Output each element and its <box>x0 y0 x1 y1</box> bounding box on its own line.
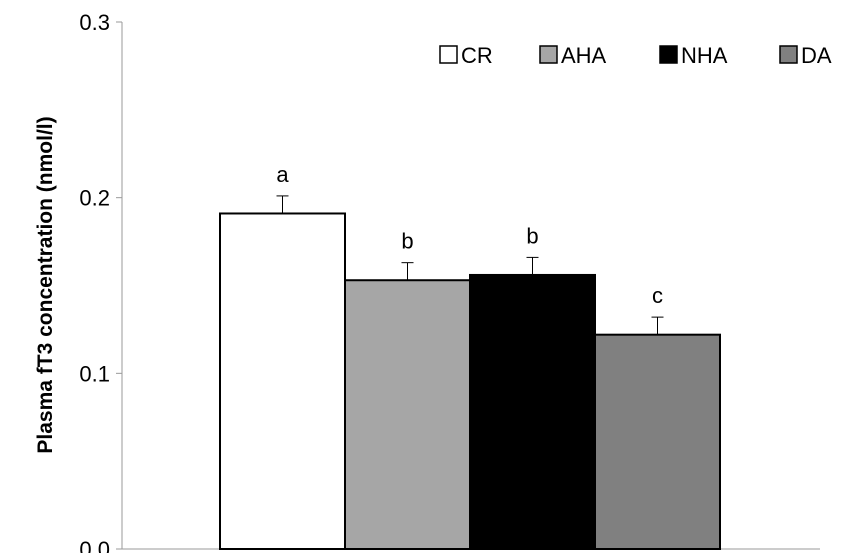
legend-swatch-cr <box>439 45 458 64</box>
bar-cr <box>219 212 346 551</box>
bar-da <box>594 333 721 551</box>
legend-swatch-nha <box>659 45 678 64</box>
legend-label-nha: NHA <box>681 43 728 68</box>
bars: a b b c <box>219 162 721 551</box>
y-tick-label: 0.0 <box>79 537 110 553</box>
y-tick-label: 0.3 <box>79 10 110 35</box>
legend-label-aha: AHA <box>561 43 607 68</box>
bar-aha <box>344 279 471 550</box>
y-axis: 0.0 0.1 0.2 0.3 <box>79 10 123 553</box>
y-tick-label: 0.1 <box>79 361 110 386</box>
significance-label: a <box>276 162 289 187</box>
legend-swatch-da <box>779 45 798 64</box>
bar-nha <box>469 273 596 550</box>
legend: CR AHA NHA DA <box>439 43 832 68</box>
y-tick-label: 0.2 <box>79 186 110 211</box>
significance-label: c <box>652 283 663 308</box>
y-ticks: 0.0 0.1 0.2 0.3 <box>79 10 122 553</box>
significance-label: b <box>526 223 538 248</box>
legend-swatch-aha <box>539 45 558 64</box>
y-axis-title: Plasma fT3 concentration (nmol/l) <box>34 116 57 453</box>
legend-label-cr: CR <box>461 43 493 68</box>
significance-label: b <box>401 229 413 254</box>
legend-label-da: DA <box>801 43 832 68</box>
